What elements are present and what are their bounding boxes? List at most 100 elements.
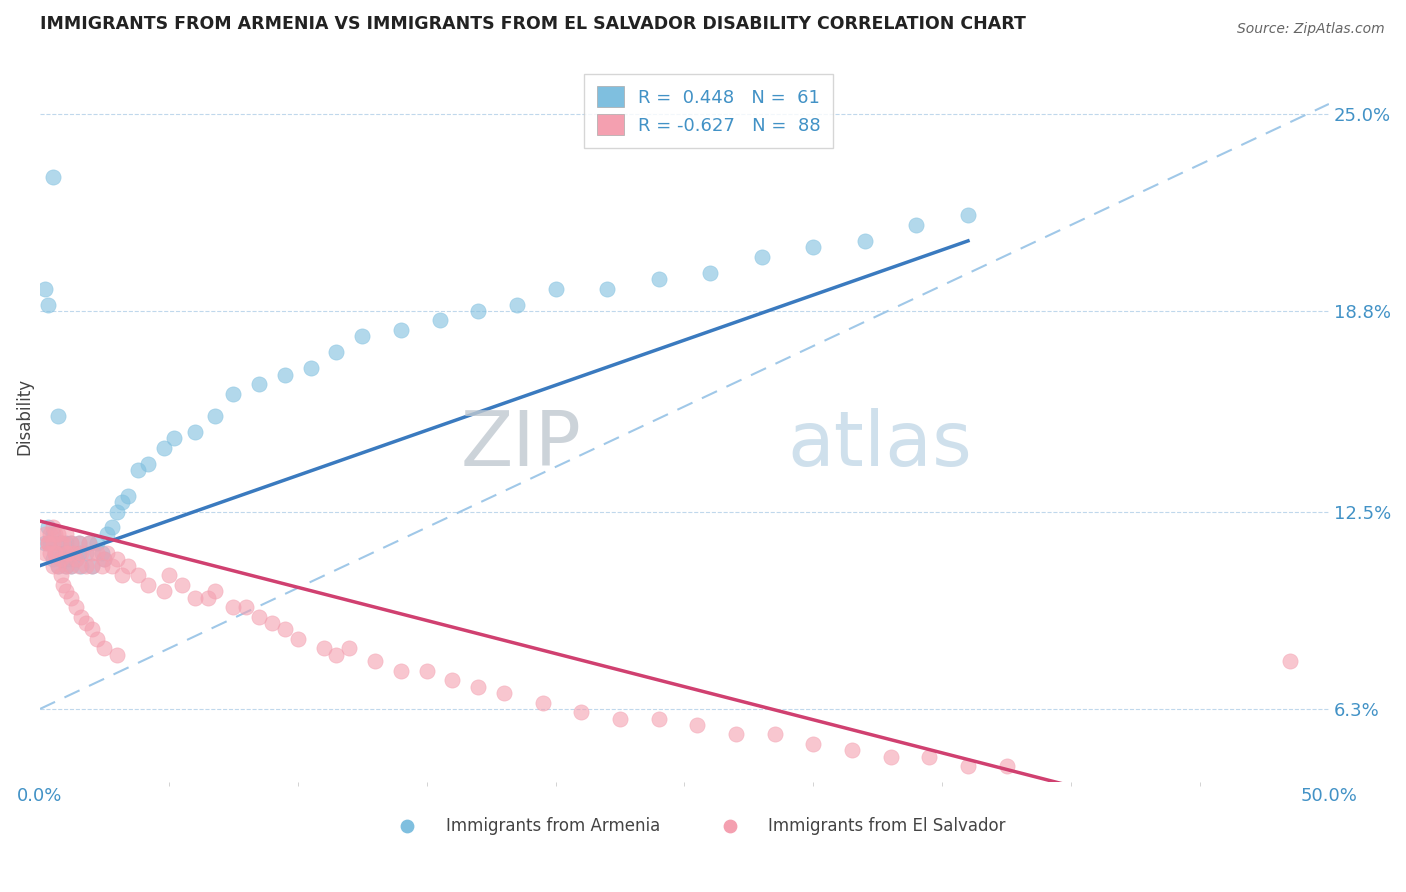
Point	[34, 282, 56, 296]
Point	[58, 546, 80, 560]
Y-axis label: Disability: Disability	[15, 377, 32, 455]
Point	[441, 673, 464, 688]
Point	[37, 520, 59, 534]
Point	[65, 552, 87, 566]
Point	[90, 546, 112, 560]
Point	[105, 504, 128, 518]
Point	[55, 546, 77, 560]
Point	[415, 664, 437, 678]
Point	[59, 536, 82, 550]
Point	[90, 558, 112, 573]
Point	[42, 170, 65, 185]
Point	[39, 536, 62, 550]
Point	[105, 552, 128, 566]
Point	[42, 558, 65, 573]
Point	[34, 526, 56, 541]
Point	[163, 431, 186, 445]
Point	[879, 749, 901, 764]
Point	[956, 759, 979, 773]
Point	[44, 546, 66, 560]
Point	[46, 558, 69, 573]
Point	[80, 623, 103, 637]
Point	[686, 718, 709, 732]
Point	[274, 623, 297, 637]
Point	[222, 386, 245, 401]
Point	[751, 250, 773, 264]
Point	[96, 546, 118, 560]
Point	[39, 546, 62, 560]
Text: Immigrants from Armenia: Immigrants from Armenia	[446, 817, 661, 835]
Point	[44, 526, 66, 541]
Point	[183, 425, 205, 439]
Text: Immigrants from El Salvador: Immigrants from El Salvador	[768, 817, 1005, 835]
Point	[274, 368, 297, 382]
Point	[59, 591, 82, 605]
Point	[77, 536, 100, 550]
Point	[46, 558, 69, 573]
Point	[853, 234, 876, 248]
Point	[918, 749, 941, 764]
Text: atlas: atlas	[787, 409, 973, 483]
Point	[67, 536, 90, 550]
Legend: R =  0.448   N =  61, R = -0.627   N =  88: R = 0.448 N = 61, R = -0.627 N = 88	[583, 73, 834, 148]
Point	[389, 323, 412, 337]
Point	[101, 520, 124, 534]
Point	[59, 558, 82, 573]
Point	[44, 546, 66, 560]
Point	[1279, 654, 1302, 668]
Point	[152, 441, 174, 455]
Point	[287, 632, 309, 646]
Point	[65, 552, 87, 566]
Point	[183, 591, 205, 605]
Point	[596, 282, 619, 296]
Text: ZIP: ZIP	[460, 409, 581, 483]
Point	[105, 648, 128, 662]
Point	[136, 578, 159, 592]
Point	[62, 546, 84, 560]
Point	[42, 552, 65, 566]
Point	[55, 558, 77, 573]
Point	[70, 546, 93, 560]
Point	[52, 546, 75, 560]
Point	[55, 584, 77, 599]
Point	[49, 536, 72, 550]
Point	[80, 558, 103, 573]
Point	[260, 615, 283, 630]
Point	[49, 552, 72, 566]
Point	[93, 552, 115, 566]
Point	[96, 526, 118, 541]
Point	[75, 558, 97, 573]
Point	[46, 526, 69, 541]
Point	[389, 664, 412, 678]
Point	[325, 345, 347, 359]
Point	[70, 558, 93, 573]
Point	[37, 297, 59, 311]
Point	[46, 409, 69, 423]
Point	[763, 727, 786, 741]
Point	[647, 272, 669, 286]
Point	[544, 282, 567, 296]
Point	[55, 546, 77, 560]
Text: Source: ZipAtlas.com: Source: ZipAtlas.com	[1237, 22, 1385, 37]
Point	[801, 240, 824, 254]
Point	[157, 568, 180, 582]
Point	[467, 304, 489, 318]
Point	[170, 578, 193, 592]
Point	[37, 536, 59, 550]
Point	[647, 712, 669, 726]
Point	[467, 680, 489, 694]
Point	[93, 641, 115, 656]
Point	[699, 266, 721, 280]
Point	[117, 489, 139, 503]
Point	[49, 536, 72, 550]
Point	[724, 727, 747, 741]
Point	[42, 520, 65, 534]
Point	[67, 536, 90, 550]
Point	[55, 558, 77, 573]
Point	[352, 329, 374, 343]
Point	[337, 641, 360, 656]
Point	[67, 558, 90, 573]
Point	[75, 546, 97, 560]
Point	[247, 609, 270, 624]
Point	[59, 536, 82, 550]
